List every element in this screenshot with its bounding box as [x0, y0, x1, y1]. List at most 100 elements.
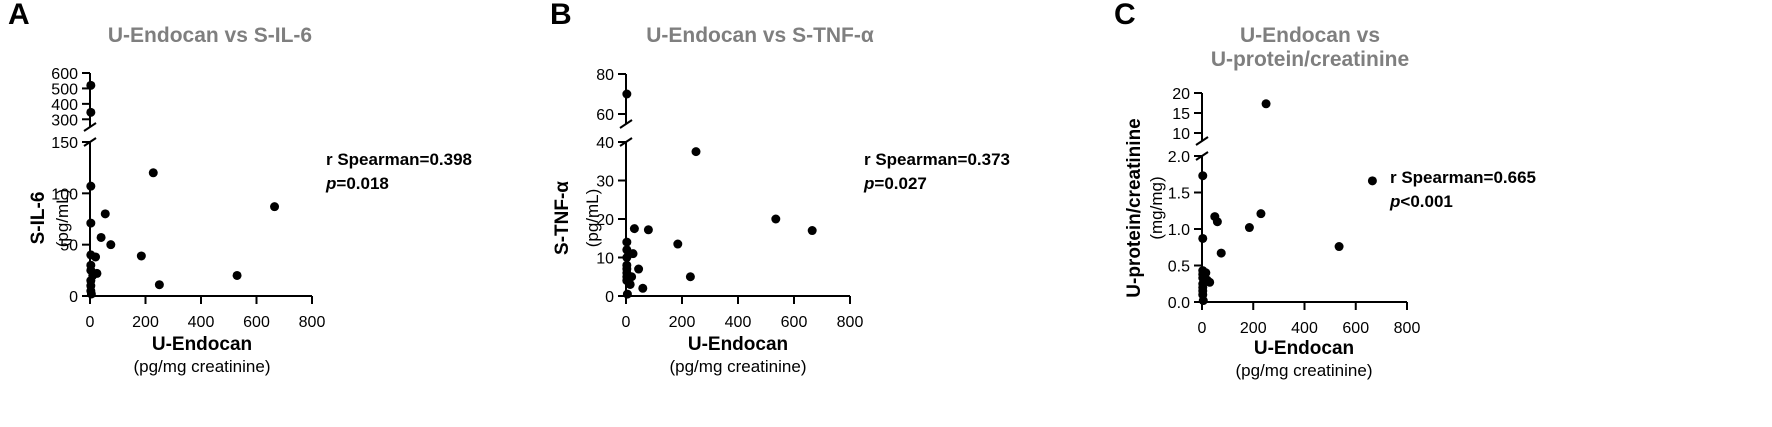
x-tick-label-a: 400	[188, 314, 215, 331]
y-tick-label-a: 0	[69, 289, 78, 306]
data-point-a	[136, 251, 146, 261]
data-point-b	[673, 239, 683, 249]
x-tick-label-c: 400	[1291, 320, 1318, 337]
x-tick-label-c: 800	[1394, 320, 1421, 337]
p-value-line-a: p=0.018	[326, 172, 472, 196]
data-point-b	[643, 225, 653, 235]
chart-group-c: 0 200 400 600 800 0.0 0.5 1.0 1.5 2.0 10 15 20 U-prot…	[1124, 86, 1420, 380]
data-point-a	[91, 252, 101, 262]
y-tick-label-c: 1.0	[1168, 222, 1190, 239]
p-symbol-b: p	[864, 174, 875, 193]
x-axis-label-c: U-Endocan	[1254, 338, 1354, 359]
data-point-c	[1212, 217, 1222, 227]
data-point-b	[629, 224, 639, 234]
chart-group-a: 0 200 400 600 800050100150300400500600S-IL-6…	[28, 66, 325, 376]
panel-label-c: C	[1114, 0, 1136, 31]
y-tick-label-a: 50	[60, 238, 78, 255]
p-value-line-c: p<0.001	[1390, 190, 1536, 214]
data-point-a	[92, 268, 102, 278]
y-axis-label-c: U-protein/creatinine	[1124, 118, 1145, 297]
y-tick-label-a: 400	[51, 97, 78, 114]
y-tick-label-a: 600	[51, 66, 78, 83]
spearman-r-b: r Spearman=0.373	[864, 150, 1011, 169]
data-point-a	[106, 240, 116, 250]
axis-break-mark-b	[619, 137, 633, 147]
y-tick-label-b: 40	[596, 135, 614, 152]
chart-title-c-line1: U-Endocan vs	[1239, 24, 1381, 47]
data-point-b	[691, 147, 701, 157]
data-point-b	[634, 264, 644, 274]
y-axis-label-b: S-TNF-α	[552, 181, 573, 255]
y-tick-label-a: 100	[51, 186, 78, 203]
data-point-a	[148, 168, 158, 178]
x-tick-label-b: 800	[837, 314, 864, 331]
chart-title-c: U-Endocan vs U-protein/creatinine	[1160, 24, 1460, 72]
panel-label-b: B	[550, 0, 572, 31]
chart-panel-b: B U-Endocan vs S-TNF-α 0 200 400 600 800 0 10 2…	[540, 0, 1130, 427]
data-point-b	[625, 279, 635, 289]
stat-box-b: r Spearman=0.373 p=0.027	[864, 148, 1010, 196]
data-point-b	[628, 249, 638, 259]
data-point-c	[1261, 99, 1271, 109]
x-tick-label-c: 600	[1342, 320, 1369, 337]
chart-title-a: U-Endocan vs S-IL-6	[107, 24, 313, 47]
data-point-a	[86, 181, 96, 191]
y-tick-label-a: 500	[51, 81, 78, 98]
y-tick-label-c: 0.0	[1168, 295, 1190, 312]
y-tick-label-c: 15	[1172, 106, 1190, 123]
data-point-c	[1198, 171, 1208, 181]
data-point-b	[622, 89, 632, 99]
scatter-plot-c: 0 200 400 600 800 0.0 0.5 1.0 1.5 2.0 10 15 20 U-prot…	[1124, 86, 1420, 380]
data-point-a	[100, 209, 110, 219]
data-point-a	[232, 270, 242, 280]
scatter-plot-a: 0 200 400 600 800050100150300400500600S-IL-6…	[28, 66, 325, 376]
x-tick-label-b: 0	[622, 314, 631, 331]
data-point-b	[638, 283, 648, 293]
y-tick-label-b: 60	[596, 107, 614, 124]
data-point-a	[86, 289, 96, 299]
y-tick-label-c: 1.5	[1168, 186, 1190, 203]
data-point-b	[622, 289, 632, 299]
spearman-r-a: r Spearman=0.398	[326, 150, 473, 169]
panel-label-a: A	[8, 0, 30, 31]
p-symbol-a: p	[326, 174, 337, 193]
data-point-c	[1201, 268, 1211, 278]
x-tick-label-c: 0	[1198, 320, 1207, 337]
x-axis-unit-b: (pg/mg creatinine)	[669, 357, 806, 376]
p-value-line-b: p=0.027	[864, 172, 1010, 196]
y-tick-label-c: 2.0	[1168, 149, 1190, 166]
stat-box-a: r Spearman=0.398 p=0.018	[326, 148, 472, 196]
chart-title-c-line2: U-protein/creatinine	[1210, 48, 1410, 71]
y-tick-label-c: 0.5	[1168, 259, 1190, 276]
data-point-c	[1198, 296, 1208, 306]
y-axis-unit-b: (pg/mL)	[583, 189, 602, 248]
x-axis-unit-a: (pg/mg creatinine)	[133, 357, 270, 376]
p-value-a: =0.018	[336, 174, 389, 193]
y-tick-label-b: 80	[596, 67, 614, 84]
data-point-a	[154, 280, 164, 290]
x-tick-label-a: 0	[86, 314, 95, 331]
x-axis-label-b: U-Endocan	[688, 334, 788, 355]
data-point-b	[685, 272, 695, 282]
chart-title-b: U-Endocan vs S-TNF-α	[646, 24, 874, 47]
y-tick-label-a: 300	[51, 112, 78, 129]
data-point-a	[96, 232, 106, 242]
p-symbol-c: p	[1390, 192, 1401, 211]
data-point-b	[807, 226, 817, 236]
data-point-c	[1334, 242, 1344, 252]
x-tick-label-a: 600	[243, 314, 270, 331]
y-tick-label-a: 150	[51, 135, 78, 152]
y-tick-label-c: 10	[1172, 126, 1190, 143]
data-point-b	[771, 214, 781, 224]
axis-break-mark-c	[1195, 151, 1209, 161]
x-tick-label-b: 600	[781, 314, 808, 331]
data-point-b	[627, 272, 637, 282]
data-point-c	[1367, 176, 1377, 186]
data-point-c	[1244, 223, 1254, 233]
data-point-c	[1256, 209, 1266, 219]
data-point-c	[1216, 248, 1226, 258]
y-tick-label-b: 20	[596, 212, 614, 229]
x-tick-label-a: 200	[132, 314, 159, 331]
scatter-plot-b: 0 200 400 600 800 0 10 20 30 40 60 80 S-TNF-α (pg/mL)…	[552, 67, 864, 376]
x-tick-label-a: 800	[299, 314, 326, 331]
